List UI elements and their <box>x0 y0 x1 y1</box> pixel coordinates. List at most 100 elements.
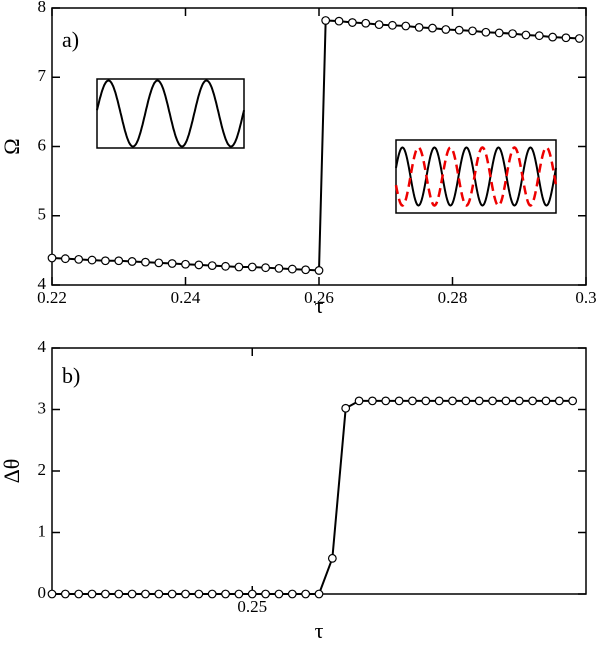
y-tick-label: 8 <box>38 0 47 16</box>
inset-wave <box>394 146 558 207</box>
panel-label: a) <box>62 27 79 52</box>
data-point <box>514 396 524 406</box>
inset-b <box>394 139 558 214</box>
data-point <box>114 256 124 266</box>
data-point <box>100 589 110 599</box>
data-point <box>261 589 271 599</box>
data-point <box>194 589 204 599</box>
data-point <box>548 32 558 42</box>
data-point <box>388 20 397 30</box>
panel-label: b) <box>62 363 80 388</box>
data-point <box>534 31 544 41</box>
data-point <box>368 396 377 406</box>
data-point <box>287 264 297 274</box>
data-point <box>234 262 244 272</box>
data-point <box>181 589 190 599</box>
data-point <box>87 255 97 265</box>
data-point <box>521 30 531 40</box>
x-axis-label: τ <box>315 618 324 643</box>
data-point <box>207 589 217 599</box>
data-point <box>394 396 404 406</box>
data-point <box>314 589 324 599</box>
data-point <box>448 396 457 406</box>
data-point <box>574 34 584 43</box>
data-point <box>421 396 431 406</box>
data-point <box>568 396 578 406</box>
x-tick-label: 0.26 <box>304 288 334 307</box>
data-point <box>461 396 471 406</box>
data-point <box>74 254 84 264</box>
data-point <box>381 396 391 406</box>
inset-wave <box>96 79 245 148</box>
data-point <box>60 254 70 264</box>
y-tick-label: 6 <box>38 135 47 154</box>
data-point <box>247 262 257 272</box>
data-point <box>274 263 284 273</box>
data-point <box>207 261 217 271</box>
y-tick-label: 1 <box>38 521 47 540</box>
data-point <box>508 29 517 39</box>
x-tick-label: 0.28 <box>438 288 468 307</box>
data-point <box>441 25 451 34</box>
data-point <box>341 403 351 413</box>
data-point <box>87 589 97 599</box>
x-tick-label: 0.22 <box>37 288 67 307</box>
x-tick-label: 0.25 <box>237 597 267 616</box>
y-axis-label: Δθ <box>0 459 24 484</box>
data-point <box>474 396 484 406</box>
data-point <box>221 589 230 599</box>
data-point <box>301 589 311 599</box>
y-tick-label: 5 <box>38 205 47 224</box>
data-point <box>321 16 331 25</box>
data-point <box>47 253 57 263</box>
data-point <box>141 257 150 267</box>
y-axis-label: Ω <box>0 138 24 154</box>
y-tick-label: 4 <box>38 337 47 356</box>
data-point <box>47 589 57 599</box>
data-point <box>167 259 177 268</box>
data-point <box>154 258 164 268</box>
data-point <box>501 396 511 406</box>
data-point <box>181 259 190 269</box>
data-point <box>127 589 137 599</box>
x-tick-label: 0.24 <box>171 288 201 307</box>
data-point <box>274 589 284 599</box>
data-point <box>327 553 337 563</box>
data-point <box>468 26 477 36</box>
data-point <box>60 589 70 599</box>
inset-a <box>96 78 245 149</box>
data-point <box>74 589 84 599</box>
data-point <box>428 23 437 33</box>
y-tick-label: 4 <box>38 274 47 293</box>
y-tick-label: 2 <box>38 460 47 479</box>
x-tick-label: 0.3 <box>575 288 596 307</box>
data-point <box>167 589 177 599</box>
data-point <box>141 589 150 599</box>
x-axis-label: τ <box>315 293 324 318</box>
data-point <box>347 18 357 27</box>
data-point <box>401 21 411 31</box>
data-point <box>314 266 324 275</box>
data-point <box>528 396 537 406</box>
data-point <box>408 396 417 406</box>
data-point <box>481 27 491 37</box>
data-line <box>52 399 573 595</box>
data-point <box>154 589 164 599</box>
y-tick-label: 7 <box>38 66 47 85</box>
data-point <box>488 396 497 406</box>
data-point <box>301 265 311 275</box>
y-tick-label: 3 <box>38 398 47 417</box>
data-point <box>361 18 371 28</box>
data-point <box>114 589 124 599</box>
data-point <box>554 396 564 406</box>
data-point <box>454 25 464 35</box>
data-point <box>234 589 244 599</box>
data-point <box>334 16 344 26</box>
data-point <box>221 261 230 271</box>
inset-wave <box>395 146 557 207</box>
data-point <box>541 396 551 406</box>
data-point <box>261 263 271 273</box>
data-point <box>561 33 571 43</box>
y-tick-label: 0 <box>38 583 47 602</box>
